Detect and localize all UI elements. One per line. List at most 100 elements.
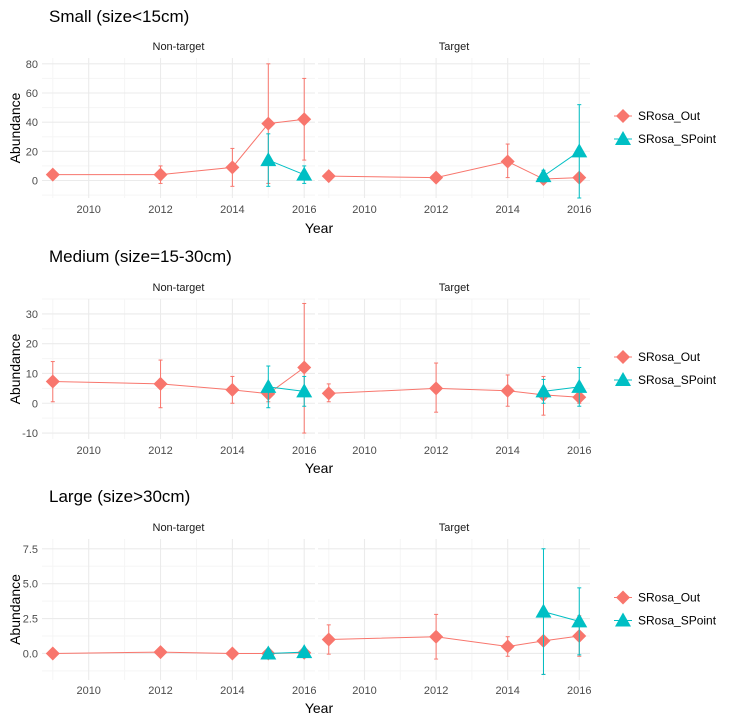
series-srosa-out [321, 606, 587, 675]
x-tick-label: 2012 [148, 685, 172, 697]
y-tick-label: 7.5 [23, 544, 38, 556]
data-point-diamond [297, 360, 312, 375]
data-point-diamond [429, 629, 444, 644]
legend-label-srosa-out: SRosa_Out [638, 591, 701, 605]
data-point-diamond [429, 170, 444, 185]
y-axis-label: Abundance [7, 92, 23, 163]
series-line [543, 386, 580, 392]
y-tick-label: 10 [26, 368, 38, 380]
x-axis-label: Year [305, 700, 334, 716]
data-point-triangle [260, 152, 277, 167]
legend-label-srosa-spoint: SRosa_SPoint [638, 614, 717, 628]
x-tick-label: 2014 [495, 445, 519, 457]
y-tick-label: 0 [32, 398, 38, 410]
y-tick-label: 20 [26, 146, 38, 158]
legend: SRosa_Out SRosa_SPoint [614, 350, 717, 387]
series-line [268, 159, 305, 176]
facet-panel-target [318, 539, 590, 680]
y-tick-label: 0 [32, 176, 38, 188]
data-point-diamond [45, 646, 60, 661]
legend-key-diamond [616, 350, 630, 364]
series-line [268, 386, 305, 392]
facet-label: Non-target [153, 282, 205, 294]
data-point-diamond [321, 632, 336, 647]
x-tick-label: 2010 [352, 685, 376, 697]
series-line [543, 611, 580, 622]
series-srosa-spoint [535, 104, 588, 199]
x-tick-label: 2010 [76, 445, 100, 457]
series-srosa-spoint [260, 133, 313, 187]
legend-key-triangle [615, 131, 631, 145]
x-tick-label: 2016 [567, 445, 591, 457]
y-tick-label: 5.0 [23, 579, 38, 591]
y-tick-label: 60 [26, 88, 38, 100]
legend-label-srosa-spoint: SRosa_SPoint [638, 132, 717, 146]
facet-label: Target [439, 522, 470, 534]
chart-title: Large (size>30cm) [49, 487, 190, 506]
y-tick-label: -10 [22, 428, 38, 440]
x-tick-label: 2014 [220, 445, 244, 457]
legend-label-srosa-spoint: SRosa_SPoint [638, 373, 717, 387]
data-point-triangle [571, 378, 588, 393]
data-point-diamond [225, 382, 240, 397]
x-tick-label: 2010 [352, 204, 376, 216]
x-tick-label: 2012 [424, 204, 448, 216]
x-tick-label: 2016 [567, 685, 591, 697]
x-tick-label: 2016 [567, 204, 591, 216]
data-point-diamond [500, 154, 515, 169]
y-tick-label: 30 [26, 309, 38, 321]
legend-key-diamond [616, 109, 630, 123]
data-point-diamond [297, 112, 312, 127]
y-tick-label: 0.0 [23, 648, 38, 660]
data-point-triangle [571, 143, 588, 158]
facet-panel-non-target [42, 539, 315, 680]
y-tick-label: 20 [26, 339, 38, 351]
data-point-diamond [153, 167, 168, 182]
facet-panel-target [318, 298, 590, 439]
x-tick-label: 2010 [76, 685, 100, 697]
y-tick-label: 40 [26, 117, 38, 129]
series-srosa-out [45, 645, 312, 661]
x-tick-label: 2014 [495, 204, 519, 216]
data-point-diamond [429, 381, 444, 396]
facet-label: Target [439, 41, 470, 53]
data-point-triangle [296, 166, 313, 181]
facet-label: Non-target [153, 41, 205, 53]
x-tick-label: 2012 [424, 445, 448, 457]
x-tick-label: 2014 [220, 204, 244, 216]
data-point-triangle [571, 613, 588, 628]
data-point-triangle [296, 383, 313, 398]
data-point-diamond [261, 116, 276, 131]
x-tick-label: 2014 [495, 685, 519, 697]
x-tick-label: 2012 [424, 685, 448, 697]
y-tick-label: 80 [26, 59, 38, 71]
x-tick-label: 2016 [292, 685, 316, 697]
x-axis-label: Year [305, 460, 334, 476]
legend-label-srosa-out: SRosa_Out [638, 109, 701, 123]
data-point-triangle [260, 378, 277, 393]
data-point-diamond [153, 376, 168, 391]
chart-title: Small (size<15cm) [49, 7, 189, 26]
x-tick-label: 2014 [220, 685, 244, 697]
data-point-triangle [260, 645, 277, 660]
data-point-triangle [535, 168, 552, 183]
legend-key-triangle [615, 372, 631, 386]
chart-title: Medium (size=15-30cm) [49, 247, 232, 266]
facet-panel-non-target [42, 58, 315, 198]
data-point-diamond [45, 374, 60, 389]
data-point-diamond [500, 383, 515, 398]
data-point-diamond [321, 169, 336, 184]
data-point-diamond [153, 645, 168, 660]
y-tick-label: 2.5 [23, 614, 38, 626]
series-srosa-out [45, 302, 312, 434]
series-line [268, 651, 305, 654]
data-point-diamond [45, 167, 60, 182]
y-axis-label: Abundance [7, 574, 23, 645]
data-point-diamond [321, 386, 336, 401]
legend: SRosa_Out SRosa_SPoint [614, 109, 717, 146]
facet-panel-non-target [42, 298, 315, 439]
x-tick-label: 2010 [76, 204, 100, 216]
legend-key-diamond [616, 590, 630, 605]
x-tick-label: 2012 [148, 204, 172, 216]
